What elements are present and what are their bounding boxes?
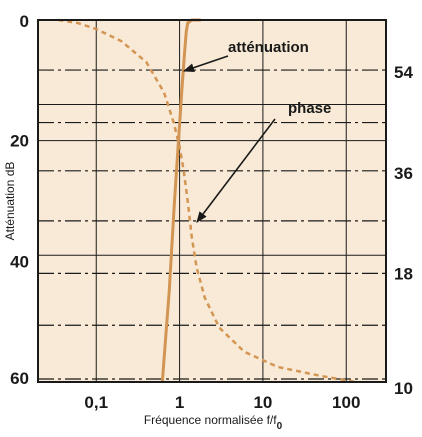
x-axis-label: Fréquence normalisée f/f0 <box>144 413 283 432</box>
y-right-tick-label: 10 <box>394 379 413 398</box>
x-tick-label: 0,1 <box>84 393 108 412</box>
grid <box>38 20 386 382</box>
annotation-layer: atténuation phase <box>182 39 331 223</box>
annotation-attenuation-label: atténuation <box>228 39 309 56</box>
plot-frame <box>37 19 387 383</box>
series-phase-line <box>58 18 356 384</box>
annotation-attenuation-arrow <box>182 55 229 72</box>
x-axis-label-subscript: 0 <box>277 421 283 432</box>
x-tick-label: 10 <box>253 393 272 412</box>
annotation-phase-label: phase <box>288 100 331 117</box>
series-layer <box>58 18 356 384</box>
y-right-tick-label: 54 <box>394 63 413 82</box>
x-tick-label: 100 <box>332 393 360 412</box>
x-tick-label: 1 <box>175 393 184 412</box>
y-left-tick-label: 40 <box>10 252 29 271</box>
series-attenuation-line <box>160 18 201 383</box>
y-left-tick-label: 0 <box>20 12 29 31</box>
x-axis-label-main: Fréquence normalisée f/f <box>144 413 277 427</box>
annotation-phase-arrow <box>196 118 276 223</box>
y-axis-label: Atténuation dB <box>3 162 17 241</box>
y-right-tick-label: 18 <box>394 265 413 284</box>
y-right-tick-label: 36 <box>394 164 413 183</box>
y-left-tick-label: 20 <box>10 132 29 151</box>
y-left-tick-label: 60 <box>10 369 29 388</box>
tick-layer: 0,1 1 10 100 0 20 40 60 54 36 18 10 <box>10 12 413 412</box>
